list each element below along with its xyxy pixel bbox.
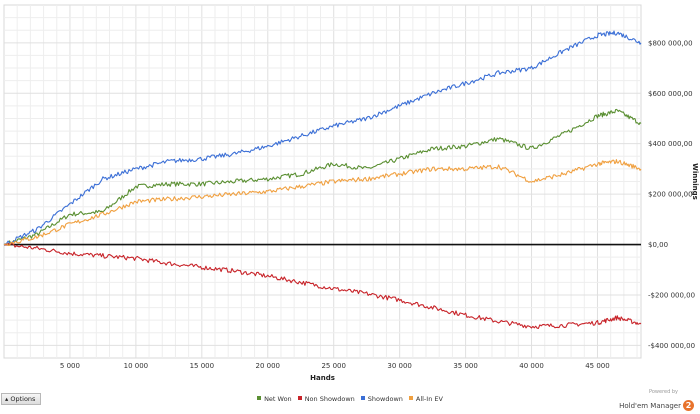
x-tick-label: 30 000 bbox=[387, 362, 412, 370]
y-tick-label: $400 000,00 bbox=[648, 140, 693, 148]
series-line-showdown bbox=[3, 30, 642, 246]
x-tick-label: 15 000 bbox=[190, 362, 215, 370]
branding: Powered by Hold'em Manager 2 bbox=[619, 389, 694, 414]
legend-item[interactable]: Non Showdown bbox=[297, 395, 355, 403]
x-tick-label: 25 000 bbox=[321, 362, 346, 370]
y-tick-label: $200 000,00 bbox=[648, 191, 693, 199]
x-tick-label: 10 000 bbox=[124, 362, 149, 370]
legend-item[interactable]: Showdown bbox=[360, 395, 403, 403]
brand-logo-icon: 2 bbox=[683, 400, 694, 411]
y-tick-label: -$200 000,00 bbox=[648, 291, 695, 299]
legend-label: Non Showdown bbox=[304, 395, 355, 403]
legend-swatch bbox=[297, 396, 302, 400]
legend-label: Showdown bbox=[367, 395, 403, 403]
legend-label: All-In EV bbox=[415, 395, 443, 403]
series-line-non-showdown bbox=[3, 243, 642, 329]
powered-by-text: Powered by bbox=[649, 389, 678, 395]
x-tick-label: 5 000 bbox=[60, 362, 80, 370]
legend-swatch bbox=[408, 396, 413, 400]
x-axis-title: Hands bbox=[310, 374, 335, 382]
winnings-chart: 5 000 10 000 15 000 20 000 25 000 30 000 35 00… bbox=[3, 4, 699, 382]
x-tick-label: 35 000 bbox=[453, 362, 478, 370]
y-tick-label: $0,00 bbox=[648, 241, 668, 249]
legend-swatch bbox=[257, 396, 262, 400]
series-line-all-in-ev bbox=[3, 159, 642, 246]
y-axis-title: Winnings bbox=[691, 163, 699, 200]
brand-name: Hold'em Manager bbox=[619, 401, 681, 410]
x-tick-label: 20 000 bbox=[256, 362, 281, 370]
legend: Net Won Non Showdown Showdown All-In EV bbox=[0, 395, 700, 403]
x-tick-label: 40 000 bbox=[519, 362, 544, 370]
legend-item[interactable]: All-In EV bbox=[408, 395, 443, 403]
legend-item[interactable]: Net Won bbox=[257, 395, 292, 403]
y-tick-label: $800 000,00 bbox=[648, 39, 693, 47]
y-tick-label: -$400 000,00 bbox=[648, 342, 695, 350]
y-tick-label: $600 000,00 bbox=[648, 90, 693, 98]
legend-label: Net Won bbox=[264, 395, 292, 403]
legend-swatch bbox=[360, 396, 365, 400]
x-tick-label: 45 000 bbox=[585, 362, 610, 370]
series-line-net-won bbox=[3, 108, 642, 247]
caret-up-icon: ▴ bbox=[5, 395, 11, 403]
